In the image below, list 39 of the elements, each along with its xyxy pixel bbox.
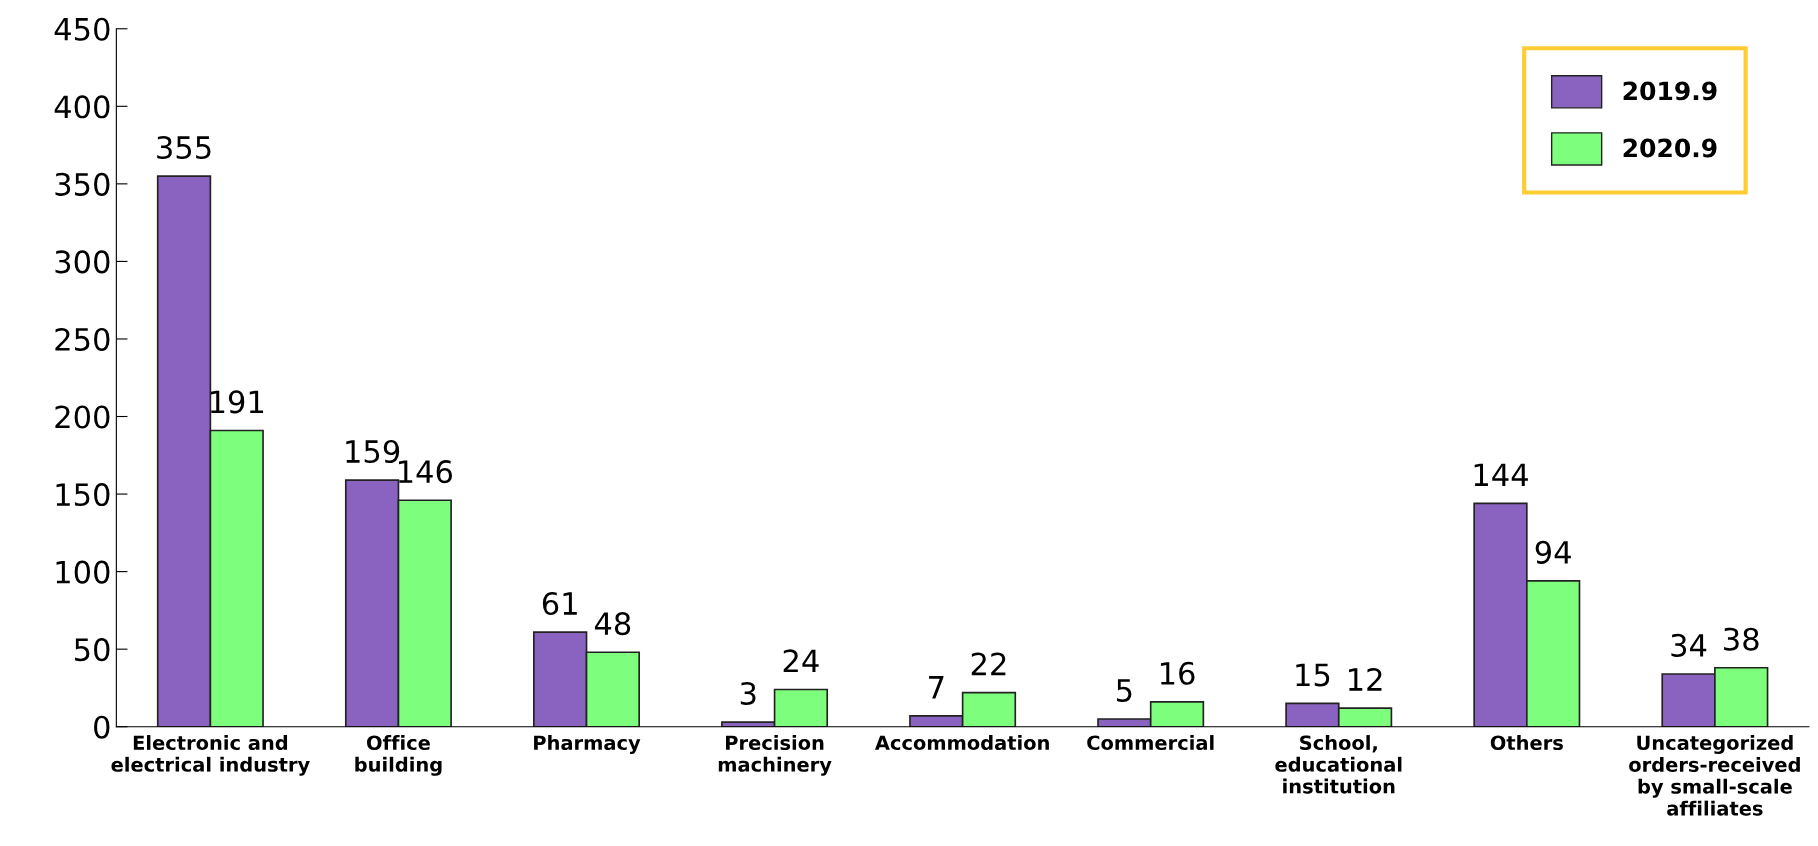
data-label: 355 <box>157 135 211 160</box>
y-tick-label: 150 <box>56 482 110 507</box>
y-tick-label: 200 <box>55 405 110 429</box>
y-tick-label: 0 <box>94 715 110 739</box>
x-tick-label: Uncategorized orders-received by small-scale affiliates <box>1629 735 1800 816</box>
y-tick-label: 450 <box>54 17 110 41</box>
data-label: 94 <box>1535 540 1571 564</box>
data-label: 22 <box>971 652 1006 676</box>
data-label: 61 <box>542 591 577 616</box>
x-tick-label: Office building <box>355 735 442 776</box>
legend-label: 2019.9 <box>1623 81 1717 101</box>
data-label: 3 <box>740 681 756 706</box>
data-label: 144 <box>1474 463 1528 486</box>
y-tick-label: 400 <box>54 95 110 119</box>
data-label: 16 <box>1160 661 1195 685</box>
data-label: 38 <box>1724 627 1759 651</box>
x-tick-label: Commercial <box>1087 735 1214 751</box>
y-tick-label: 300 <box>55 250 110 274</box>
data-label: 24 <box>783 649 819 673</box>
x-tick-label: Accommodation <box>874 735 1049 751</box>
data-label: 191 <box>210 390 264 414</box>
x-tick-label: Precision machinery <box>718 735 832 776</box>
x-tick-label: Electronic and electrical industry <box>111 735 310 776</box>
data-label: 15 <box>1296 663 1330 687</box>
data-label: 12 <box>1349 667 1382 691</box>
y-tick-label: 50 <box>74 638 110 662</box>
data-label: 146 <box>398 460 453 484</box>
data-label: 34 <box>1671 633 1707 657</box>
legend-label: 2020.9 <box>1623 138 1717 158</box>
y-tick-label: 100 <box>56 560 110 584</box>
data-label: 48 <box>594 612 631 636</box>
y-tick-label: 350 <box>55 172 110 196</box>
x-tick-label: Others <box>1490 735 1563 751</box>
data-label: 159 <box>346 439 400 464</box>
data-label: 7 <box>929 676 944 699</box>
x-tick-label: School, educational institution <box>1275 735 1402 794</box>
data-label: 5 <box>1117 679 1132 702</box>
y-tick-label: 250 <box>55 327 110 352</box>
x-tick-label: Pharmacy <box>534 735 641 755</box>
